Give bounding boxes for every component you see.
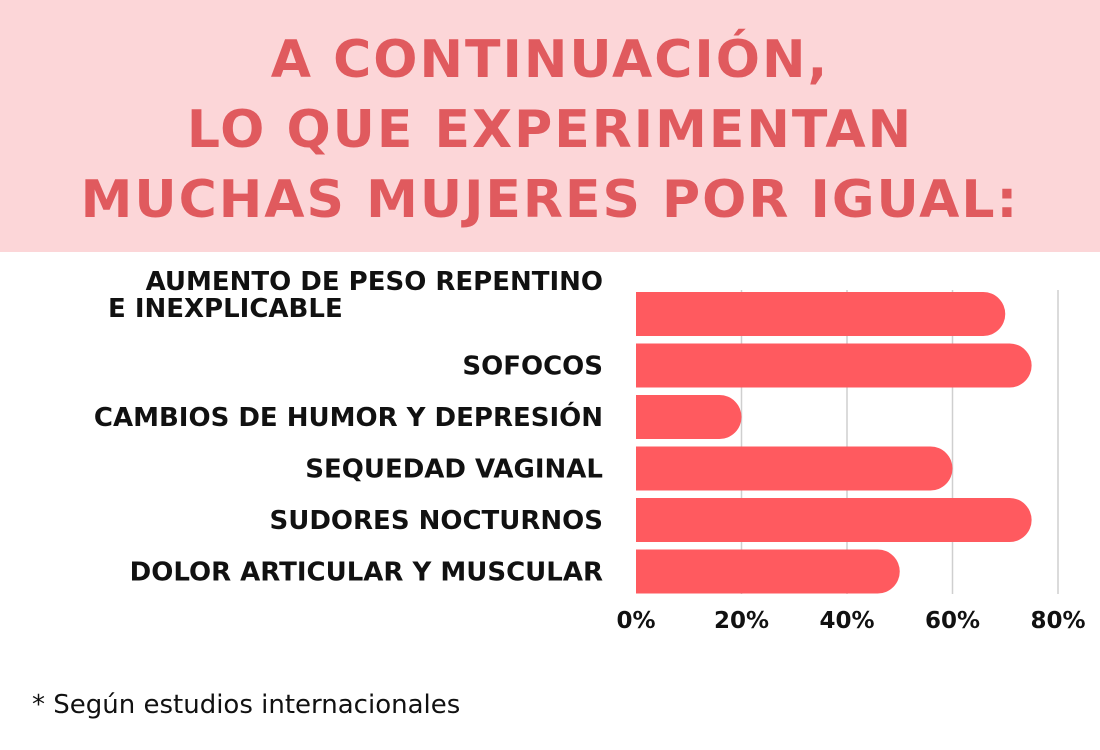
category-label: SEQUEDAD VAGINAL	[305, 455, 603, 485]
grid-lines	[740, 290, 1059, 594]
bar	[636, 395, 742, 439]
bar	[636, 292, 1006, 336]
x-tick-label: 60%	[925, 608, 980, 634]
bars	[636, 292, 1032, 594]
x-tick-label: 40%	[819, 608, 874, 634]
bar	[636, 446, 953, 491]
x-tick-labels: 0% 20% 40% 60% 80%	[616, 608, 1085, 634]
category-label: AUMENTO DE PESO REPENTINO	[146, 267, 603, 297]
title-line-3: MUCHAS MUJERES POR IGUAL:	[80, 170, 1020, 230]
category-label: SUDORES NOCTURNOS	[270, 506, 603, 536]
x-tick-label: 80%	[1030, 608, 1085, 634]
bar	[636, 498, 1032, 542]
x-tick-label: 20%	[714, 608, 769, 634]
title-line-1: A CONTINUACIÓN,	[270, 30, 830, 90]
title-line-2: LO QUE EXPERIMENTAN	[186, 100, 914, 160]
bar	[636, 549, 900, 594]
footnote: * Según estudios internacionales	[32, 690, 461, 720]
bar	[636, 343, 1032, 388]
header-banner: A CONTINUACIÓN, LO QUE EXPERIMENTAN MUCH…	[0, 0, 1100, 252]
category-label: E INEXPLICABLE	[108, 294, 343, 324]
category-label: SOFOCOS	[462, 352, 603, 382]
category-label: DOLOR ARTICULAR Y MUSCULAR	[130, 558, 603, 588]
x-tick-label: 0%	[616, 608, 655, 634]
category-label: CAMBIOS DE HUMOR Y DEPRESIÓN	[94, 401, 603, 433]
